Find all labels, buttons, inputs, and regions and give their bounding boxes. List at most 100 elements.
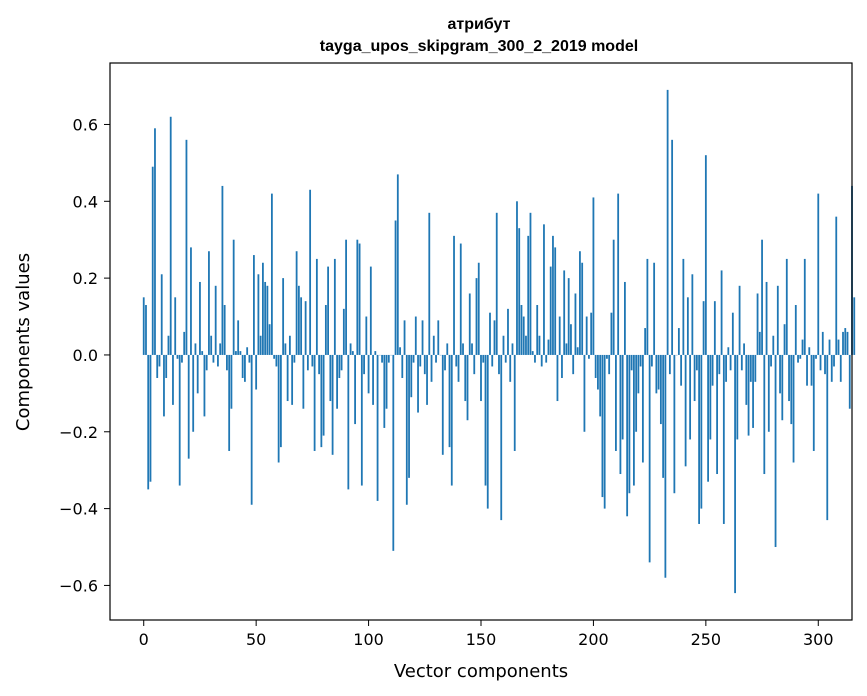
bar (565, 343, 568, 355)
bar (385, 354, 388, 409)
bar (828, 339, 831, 355)
bar (349, 343, 352, 355)
bar (590, 312, 593, 355)
bar (821, 331, 824, 355)
bar (464, 354, 467, 402)
bar (666, 89, 669, 355)
bar (711, 354, 714, 386)
bar (684, 354, 687, 467)
bar (291, 354, 294, 405)
bar (185, 139, 188, 355)
bar (749, 354, 752, 382)
bar (466, 354, 469, 421)
bar (221, 185, 224, 355)
bar (444, 354, 446, 371)
bar (543, 224, 545, 355)
bar (610, 312, 613, 355)
bar (826, 354, 829, 521)
y-axis-ticks: −0.6 −0.4 −0.2 0.0 0.2 0.4 0.6 (59, 115, 110, 595)
bar (342, 308, 345, 355)
bar (232, 239, 235, 355)
bar (338, 354, 341, 378)
bar (747, 354, 750, 436)
bar (450, 354, 453, 486)
bar (648, 354, 651, 563)
bar (158, 354, 161, 367)
bar (754, 354, 757, 382)
bar (500, 354, 503, 521)
bar (250, 354, 253, 505)
bar (336, 354, 338, 409)
bar (214, 285, 217, 355)
bar (320, 354, 323, 448)
bar (644, 328, 647, 355)
x-tick-label: 200 (578, 630, 609, 649)
bar (765, 281, 768, 355)
bar (662, 354, 665, 478)
bar (734, 354, 736, 594)
bar (608, 354, 611, 375)
bar (203, 354, 206, 417)
bar (248, 354, 251, 363)
bar (432, 335, 435, 355)
bar (403, 320, 406, 355)
bar (199, 281, 201, 355)
bar (288, 335, 291, 355)
bar (615, 354, 617, 451)
bar (181, 354, 183, 363)
bar (228, 354, 231, 451)
bar (183, 331, 186, 355)
bar (360, 354, 363, 486)
bar-series (142, 89, 856, 594)
bar (513, 354, 516, 451)
bar (637, 354, 640, 394)
bar (572, 354, 575, 375)
bar (226, 354, 228, 371)
y-tick-label: 0.0 (73, 346, 98, 365)
bar (767, 354, 770, 432)
bar (387, 354, 390, 363)
bar (169, 116, 172, 355)
bar (536, 305, 539, 355)
bar (801, 339, 804, 355)
bar (313, 354, 316, 451)
bar (212, 354, 215, 363)
bar (570, 324, 572, 355)
bar (399, 347, 401, 355)
bar (401, 354, 404, 378)
bar (650, 354, 653, 367)
bar (601, 354, 604, 498)
bar (603, 354, 606, 509)
bar (806, 354, 808, 386)
bar (617, 193, 620, 355)
bar (561, 354, 563, 378)
bar (286, 354, 289, 402)
bar (783, 324, 786, 355)
bar (817, 193, 820, 355)
bar (722, 354, 725, 524)
bar (599, 354, 602, 417)
bar (839, 354, 842, 382)
bar (329, 354, 332, 402)
bar (677, 328, 680, 355)
bar (219, 343, 222, 355)
x-tick-label: 0 (139, 630, 149, 649)
bar (671, 139, 674, 355)
bar (718, 354, 721, 375)
bar (163, 354, 165, 417)
bar (196, 354, 199, 394)
bar (502, 335, 505, 355)
bar (763, 354, 766, 475)
bar (217, 354, 219, 367)
bar (788, 354, 790, 402)
bar (374, 351, 377, 355)
bar (554, 247, 557, 355)
bar (639, 354, 642, 367)
bar (430, 354, 433, 382)
bar (369, 266, 372, 355)
bar (383, 354, 386, 428)
x-tick-label: 150 (466, 630, 497, 649)
x-axis-label: Vector components (394, 661, 568, 682)
bar (612, 239, 615, 355)
y-tick-label: −0.4 (59, 500, 98, 519)
